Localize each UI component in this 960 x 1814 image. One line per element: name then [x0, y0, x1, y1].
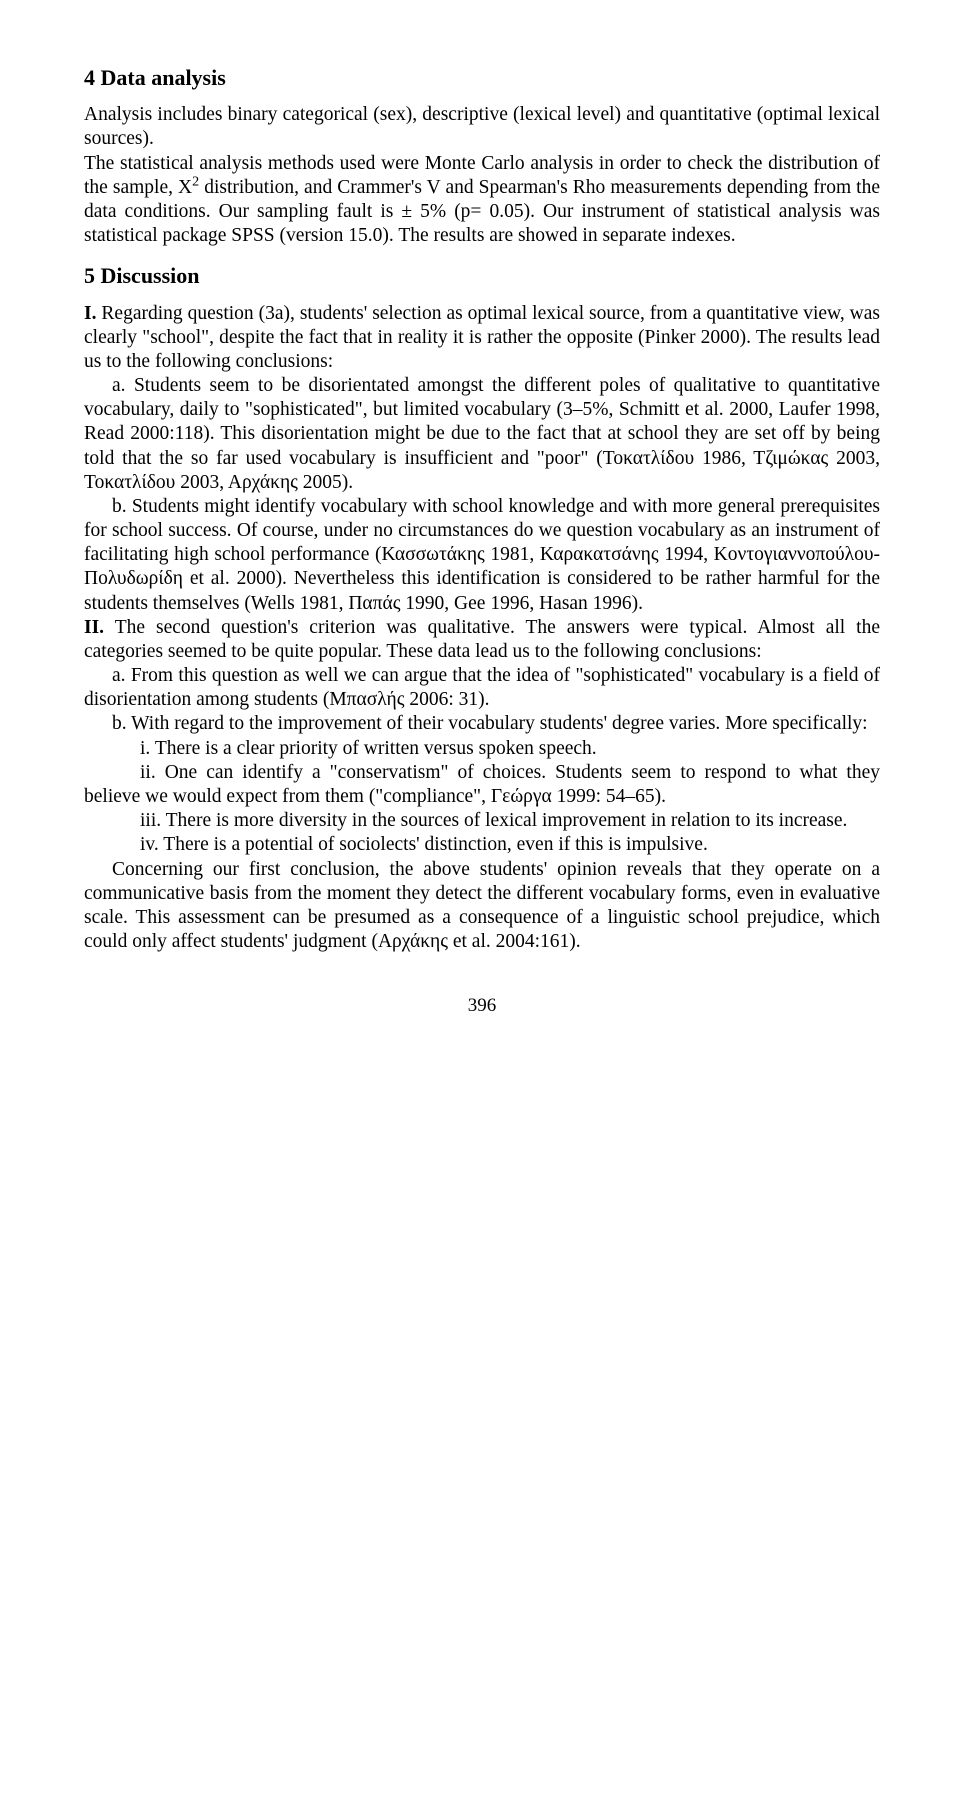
- paragraph: Concerning our first conclusion, the abo…: [84, 858, 880, 955]
- list-item: ii. One can identify a "conservatism" of…: [84, 761, 880, 809]
- list-item: a. Students seem to be disorientated amo…: [84, 374, 880, 495]
- list-item: iii. There is more diversity in the sour…: [84, 809, 880, 833]
- page-number: 396: [84, 994, 880, 1018]
- list-item: i. There is a clear priority of written …: [84, 737, 880, 761]
- list-item: b. With regard to the improvement of the…: [84, 712, 880, 736]
- paragraph: Analysis includes binary categorical (se…: [84, 103, 880, 151]
- section-heading-data-analysis: 4 Data analysis: [84, 64, 880, 91]
- paragraph: II. The second question's criterion was …: [84, 616, 880, 664]
- list-item: b. Students might identify vocabulary wi…: [84, 495, 880, 616]
- paragraph: The statistical analysis methods used we…: [84, 152, 880, 249]
- text-run: The second question's criterion was qual…: [84, 617, 880, 662]
- list-item: iv. There is a potential of sociolects' …: [84, 833, 880, 857]
- item-label-II: II.: [84, 617, 104, 638]
- paragraph: I. Regarding question (3a), students' se…: [84, 302, 880, 375]
- section-heading-discussion: 5 Discussion: [84, 262, 880, 289]
- text-run: distribution, and Crammer's V and Spearm…: [84, 177, 880, 246]
- list-item: a. From this question as well we can arg…: [84, 664, 880, 712]
- text-run: Regarding question (3a), students' selec…: [84, 303, 880, 372]
- item-label-I: I.: [84, 303, 96, 324]
